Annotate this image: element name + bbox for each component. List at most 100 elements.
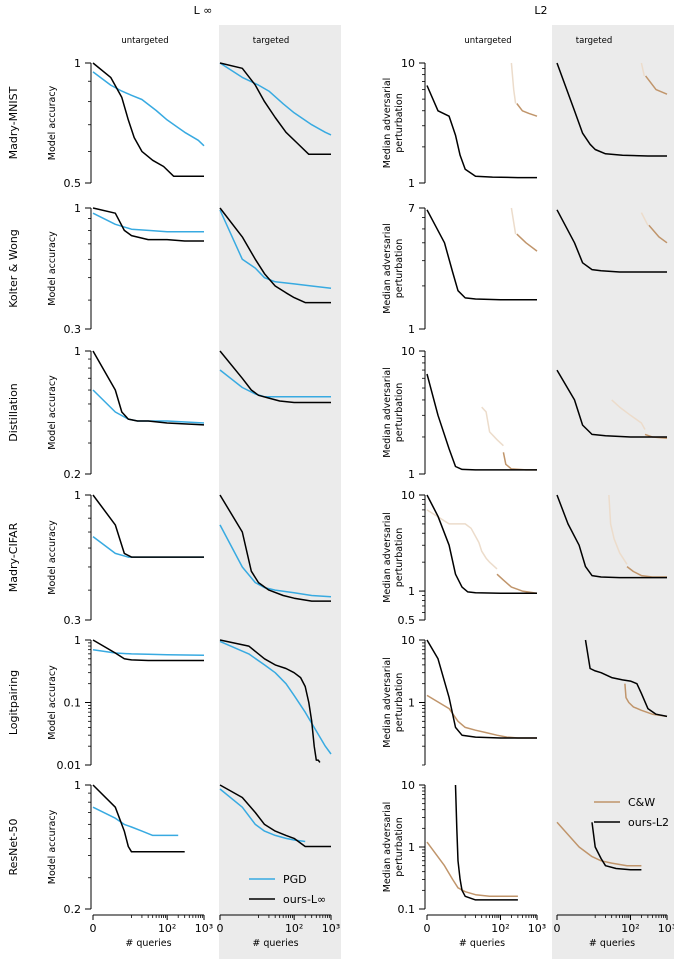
x-tick-label: 10² [158, 922, 176, 935]
panel-madry-cifar-linf-untargeted: 0.3 1 Model accuracy [47, 489, 204, 627]
x-tick-label: 0 [217, 922, 224, 935]
y-tick-label: 1 [74, 634, 81, 647]
panel-distillation-linf-untargeted: 0.2 1 Model accuracy [47, 345, 205, 481]
y-axis-label-line1: Median adversarial [382, 657, 393, 748]
panel-logitpairing-l2-untargeted: 1 10 Median adversarial perturbation [382, 634, 537, 766]
series-line-pgd [92, 212, 204, 233]
panel-resnet-50-l2-untargeted: 0.1 1 10 Median adversarial perturbation [382, 779, 518, 916]
series-line-candw-early [611, 399, 646, 430]
series-line-pgd [219, 788, 306, 843]
series-line-candw-early [510, 62, 517, 104]
x-axis-col-2: 0 10² 10³ # queries [424, 914, 546, 949]
series-line-ours-linf [92, 494, 204, 558]
y-axis-label-line2: perturbation [394, 673, 405, 732]
panel-distillation-linf-targeted [219, 350, 331, 404]
row-label-madry-cifar: Madry-CIFAR [7, 522, 20, 592]
x-tick-label: 10³ [528, 922, 546, 935]
series-line-ours-linf [219, 784, 331, 848]
legend-linf: PGD ours-L∞ [249, 873, 326, 906]
y-tick-label: 1 [408, 323, 415, 336]
y-tick-label: 1 [408, 468, 415, 481]
series-line-candw [648, 224, 668, 244]
series-line-candw [516, 103, 538, 117]
panel-madry-mnist-linf-targeted [219, 62, 332, 156]
y-tick-label: 0.2 [64, 903, 82, 916]
panel-distillation-l2-untargeted: 1 10 Median adversarial perturbation [382, 345, 537, 481]
y-tick-label: 1 [74, 489, 81, 502]
series-line-candw [496, 573, 538, 594]
x-tick-label: 0 [90, 922, 97, 935]
series-line-ours-l2 [426, 494, 537, 594]
series-line-pgd [92, 389, 205, 424]
x-tick-label: 10² [285, 922, 303, 935]
panel-kolter-and-wong-l2-targeted [556, 209, 668, 273]
series-line-ours-l2 [426, 373, 537, 471]
y-tick-label: 10 [401, 345, 415, 358]
series-line-pgd [92, 806, 179, 837]
y-tick-label: 10 [401, 779, 415, 792]
panel-kolter-and-wong-l2-untargeted: 1 7 Median adversarial perturbation [382, 202, 538, 336]
panel-logitpairing-linf-untargeted: 0.01 0.1 1 Model accuracy [47, 634, 205, 772]
y-tick-label: 0.01 [57, 759, 82, 772]
l2-untargeted-title: untargeted [464, 36, 511, 46]
y-tick-label: 0.1 [64, 697, 82, 710]
series-line-ours-linf [92, 784, 185, 853]
y-tick-label: 1 [408, 697, 415, 710]
y-tick-label: 0.3 [64, 323, 82, 336]
panel-resnet-50-linf-untargeted: 0.2 1 Model accuracy [47, 779, 185, 916]
series-line-candw [556, 821, 642, 867]
x-axis-label: # queries [125, 938, 171, 949]
y-axis-label-line2: perturbation [394, 383, 405, 442]
legend-label-ours-linf: ours-L∞ [283, 893, 326, 906]
panel-madry-mnist-linf-untargeted: 0.5 1 Model accuracy [47, 57, 205, 190]
targeted-l2-background [552, 25, 674, 959]
y-axis-label-line1: Median adversarial [382, 223, 393, 314]
y-tick-label: 1 [408, 177, 415, 190]
y-tick-label: 1 [74, 202, 81, 215]
panel-madry-cifar-l2-untargeted: 0.5 1 10 Median adversarial perturbation [382, 489, 538, 627]
series-line-ours-l2 [454, 784, 518, 901]
targeted-linf-background [219, 25, 341, 959]
series-line-pgd [92, 648, 205, 657]
y-tick-label: 1 [74, 57, 81, 70]
y-tick-label: 0.5 [64, 177, 82, 190]
series-line-candw-early [608, 494, 628, 565]
x-tick-label: 10³ [322, 922, 340, 935]
x-tick-label: 0 [424, 922, 431, 935]
panel-madry-mnist-l2-untargeted: 1 10 Median adversarial perturbation [382, 57, 538, 190]
row-label-kolter-and-wong: Kolter & Wong [7, 229, 20, 308]
legend-label-candw: C&W [628, 796, 655, 809]
y-axis-label-line1: Median adversarial [382, 78, 393, 169]
series-line-candw-early [426, 509, 498, 570]
series-line-ours-l2 [426, 639, 537, 739]
series-line-candw [502, 452, 537, 471]
row-label-madry-mnist: Madry-MNIST [7, 86, 20, 159]
series-line-ours-linf [219, 350, 331, 404]
y-axis-label: Model accuracy [47, 85, 58, 160]
y-axis-label: Model accuracy [47, 809, 58, 884]
row-label-distillation: Distillation [7, 383, 20, 442]
series-line-candw-early [640, 212, 649, 226]
y-tick-label: 7 [408, 202, 415, 215]
y-tick-label: 10 [401, 489, 415, 502]
y-tick-label: 1 [74, 779, 81, 792]
y-axis-label-line2: perturbation [394, 817, 405, 876]
x-tick-label: 10³ [658, 922, 674, 935]
series-line-ours-linf [219, 639, 321, 763]
series-line-ours-linf [92, 639, 204, 662]
y-tick-label: 1 [408, 585, 415, 598]
y-axis-label: Model accuracy [47, 231, 58, 306]
x-axis-col-1: 0 10² 10³ # queries [217, 914, 340, 949]
panel-madry-cifar-linf-targeted [219, 494, 332, 602]
series-line-candw [426, 841, 518, 898]
l2-column-title: L2 [534, 4, 547, 17]
series-line-pgd [219, 524, 332, 598]
series-line-ours-linf [219, 207, 331, 304]
series-line-candw-early [510, 207, 517, 235]
row-label-logitpairing: Logitpairing [7, 670, 20, 735]
series-line-pgd [219, 62, 332, 136]
y-tick-label: 0.2 [64, 468, 82, 481]
series-line-ours-l2 [426, 209, 537, 301]
series-line-ours-l2 [591, 822, 642, 871]
series-line-ours-l2 [426, 85, 537, 179]
